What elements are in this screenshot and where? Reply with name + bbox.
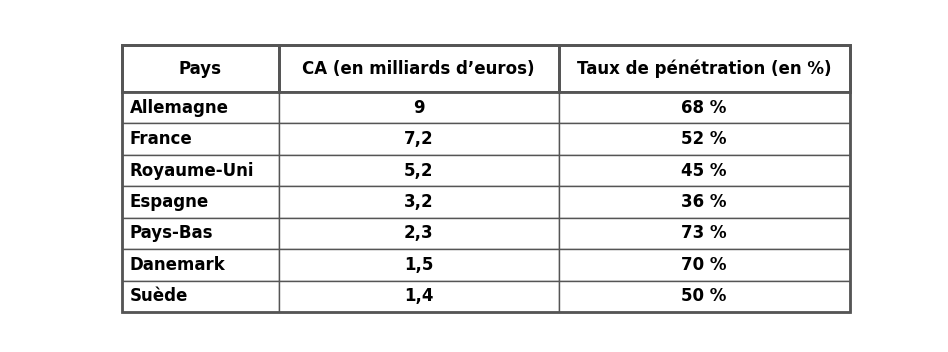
Bar (122, 281, 279, 312)
Text: Espagne: Espagne (130, 193, 209, 211)
Text: 9: 9 (412, 99, 425, 117)
Text: France: France (130, 130, 192, 148)
Text: 1,4: 1,4 (404, 287, 433, 305)
Text: Danemark: Danemark (130, 256, 226, 274)
Text: CA (en milliards d’euros): CA (en milliards d’euros) (302, 59, 535, 77)
Bar (122, 218, 279, 249)
Text: 2,3: 2,3 (404, 225, 433, 243)
Bar (279, 155, 558, 186)
Text: 52 %: 52 % (682, 130, 727, 148)
Text: 50 %: 50 % (682, 287, 727, 305)
Bar (122, 155, 279, 186)
Bar (558, 155, 849, 186)
Bar (558, 281, 849, 312)
Bar (122, 186, 279, 218)
Bar (122, 249, 279, 281)
Text: 36 %: 36 % (682, 193, 727, 211)
Text: Suède: Suède (130, 287, 188, 305)
Text: 45 %: 45 % (682, 162, 727, 180)
Text: Pays-Bas: Pays-Bas (130, 225, 213, 243)
Bar (279, 249, 558, 281)
Bar (279, 218, 558, 249)
Bar (279, 92, 558, 124)
Bar (279, 281, 558, 312)
Bar (279, 45, 558, 92)
Text: 68 %: 68 % (682, 99, 727, 117)
Text: Allemagne: Allemagne (130, 99, 228, 117)
Text: 1,5: 1,5 (404, 256, 433, 274)
Bar (558, 124, 849, 155)
Text: Pays: Pays (179, 59, 222, 77)
Bar (122, 45, 279, 92)
Text: 70 %: 70 % (682, 256, 727, 274)
Text: 7,2: 7,2 (404, 130, 433, 148)
Bar (279, 124, 558, 155)
Bar (279, 186, 558, 218)
Bar (122, 92, 279, 124)
Text: 73 %: 73 % (682, 225, 727, 243)
Bar (122, 124, 279, 155)
Text: 3,2: 3,2 (404, 193, 433, 211)
Text: Taux de pénétration (en %): Taux de pénétration (en %) (576, 59, 831, 78)
Text: 5,2: 5,2 (404, 162, 433, 180)
Bar (558, 218, 849, 249)
Bar (558, 92, 849, 124)
Bar (558, 186, 849, 218)
Bar (558, 45, 849, 92)
Text: Royaume-Uni: Royaume-Uni (130, 162, 254, 180)
Bar (558, 249, 849, 281)
